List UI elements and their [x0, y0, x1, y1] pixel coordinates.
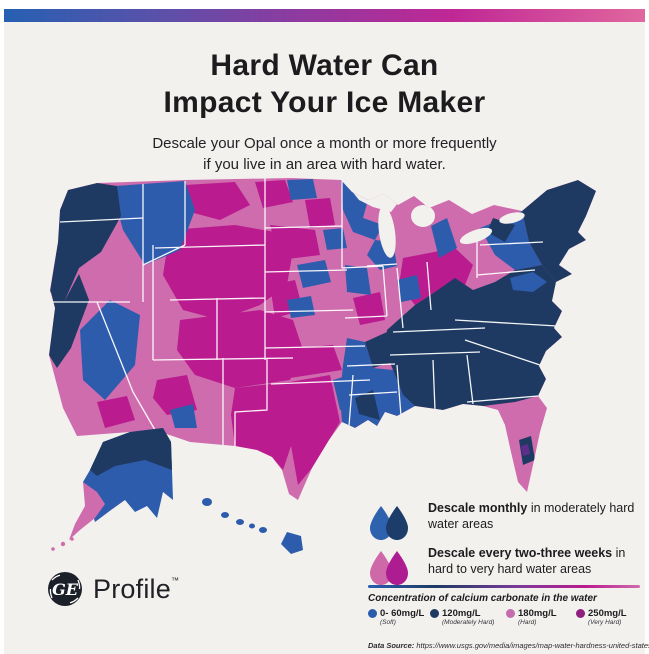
- legend-label: 180mg/L: [518, 608, 557, 619]
- legend-sublabel: (Very Hard): [588, 619, 622, 626]
- legend-label: 0- 60mg/L: [380, 608, 425, 619]
- subtitle-line-2: if you live in an area with hard water.: [203, 156, 446, 173]
- state-borders: [50, 178, 558, 446]
- moderately-hard-regions: [49, 180, 596, 465]
- page-title: Hard Water Can Impact Your Ice Maker: [4, 47, 645, 121]
- callout-text: Descale monthly in moderately hard water…: [428, 501, 638, 532]
- legend-label: 120mg/L: [442, 608, 481, 619]
- ge-monogram-icon: GE: [48, 572, 82, 606]
- title-line-1: Hard Water Can: [210, 49, 439, 82]
- water-drops-blue-icon: [370, 506, 408, 540]
- brand-name: Profile™: [93, 574, 179, 605]
- legend: Concentration of calcium carbonate in th…: [368, 585, 649, 650]
- brand-name-text: Profile: [93, 573, 171, 604]
- legend-item-very-hard: 250mg/L (Very Hard): [576, 608, 627, 626]
- callout-bold: Descale monthly: [428, 501, 528, 515]
- top-gradient-bar: [4, 9, 645, 22]
- legend-sublabel: (Hard): [518, 619, 537, 626]
- water-drops-pink-icon: [370, 551, 408, 585]
- data-source-url: https://www.usgs.gov/media/images/map-wa…: [416, 641, 649, 650]
- legend-items: 0- 60mg/L (Soft) 120mg/L (Moderately Har…: [368, 608, 642, 632]
- callout-hard-very-hard: Descale every two-three weeks in hard to…: [368, 546, 638, 585]
- very-hard-regions: [97, 180, 527, 485]
- hawaii: [202, 498, 303, 554]
- us-map-svg: [49, 178, 596, 554]
- infographic-canvas: Hard Water Can Impact Your Ice Maker Des…: [4, 9, 649, 654]
- trademark-symbol: ™: [170, 575, 180, 585]
- legend-label: 250mg/L: [588, 608, 627, 619]
- subtitle-line-1: Descale your Opal once a month or more f…: [152, 135, 497, 152]
- florida-purple-patch: [521, 444, 530, 456]
- great-lakes: [351, 190, 525, 258]
- very-hard-color-dot: [576, 609, 585, 618]
- legend-gradient-divider: [368, 585, 640, 588]
- brand-lockup: GE Profile™: [46, 570, 179, 608]
- legend-item-hard: 180mg/L (Hard): [506, 608, 557, 626]
- callout-moderately-hard: Descale monthly in moderately hard water…: [368, 501, 638, 540]
- legend-caption: Concentration of calcium carbonate in th…: [368, 593, 597, 604]
- page-subtitle: Descale your Opal once a month or more f…: [4, 133, 645, 175]
- legend-sublabel: (Soft): [380, 619, 396, 626]
- data-source-label: Data Source:: [368, 641, 415, 650]
- callout-rest: in moderately hard water areas: [428, 501, 635, 531]
- legend-sublabel: (Moderately Hard): [442, 619, 495, 626]
- us-water-hardness-map: [35, 170, 620, 570]
- callout-text: Descale every two-three weeks in hard to…: [428, 546, 638, 577]
- alaska: [51, 428, 173, 551]
- callout-bold: Descale every two-three weeks: [428, 546, 613, 560]
- data-source: Data Source: https://www.usgs.gov/media/…: [368, 641, 649, 650]
- title-line-2: Impact Your Ice Maker: [163, 86, 486, 119]
- callout-rest: in hard to very hard water areas: [428, 546, 626, 576]
- svg-text:GE: GE: [52, 580, 79, 599]
- legend-item-soft: 0- 60mg/L (Soft): [368, 608, 424, 626]
- legend-item-moderately-hard: 120mg/L (Moderately Hard): [430, 608, 494, 626]
- moderately-hard-color-dot: [430, 609, 439, 618]
- hard-color-dot: [506, 609, 515, 618]
- soft-color-dot: [368, 609, 377, 618]
